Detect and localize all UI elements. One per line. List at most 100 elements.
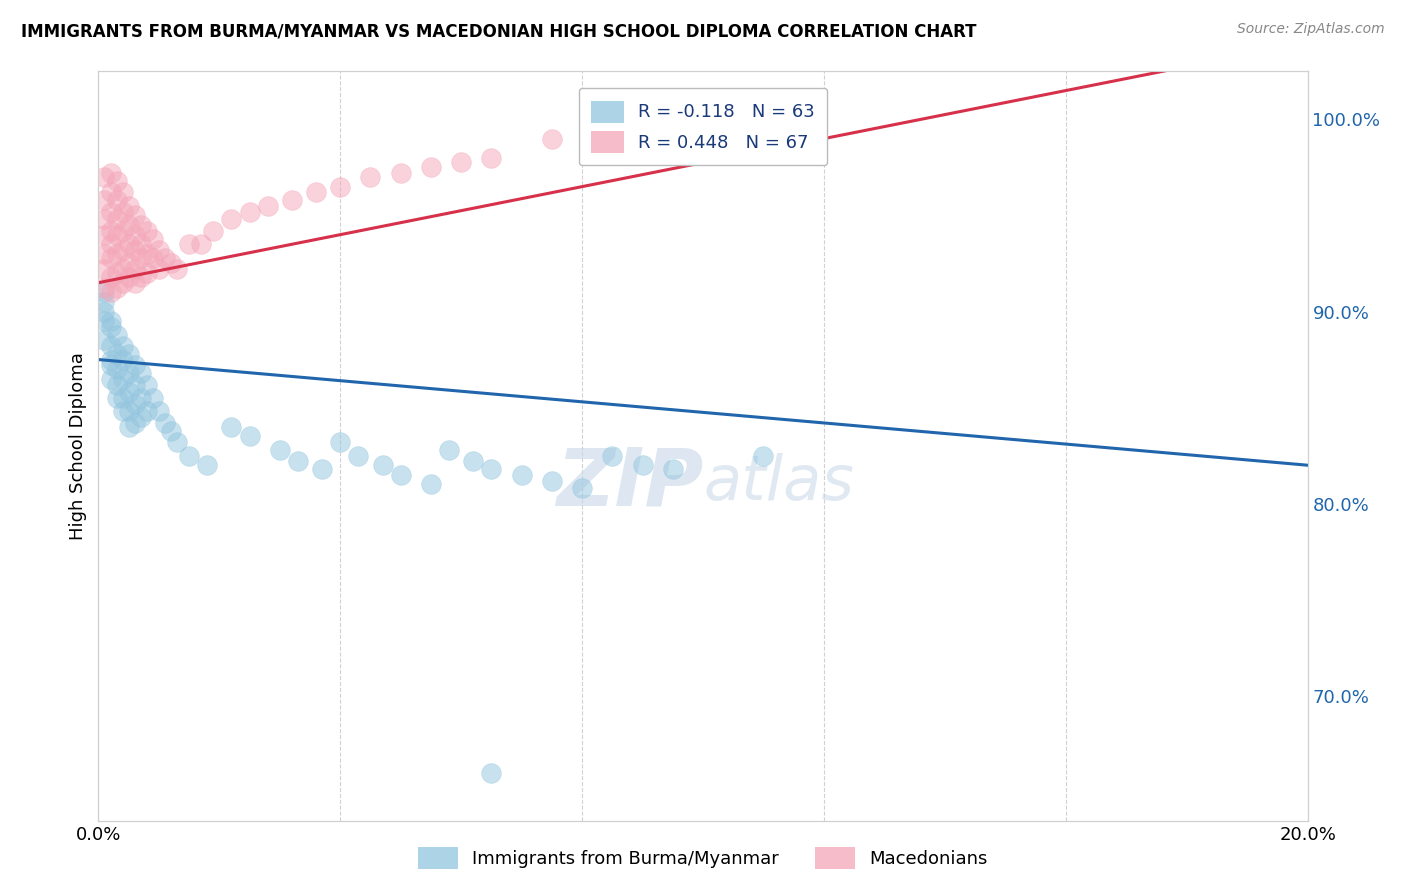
Point: [166, 435, 188, 450]
Text: Source: ZipAtlas.com: Source: ZipAtlas.com: [1237, 22, 1385, 37]
Point: [111, 243, 134, 257]
Point: [93, 334, 115, 348]
Point: [118, 419, 141, 434]
Point: [360, 169, 382, 184]
Point: [202, 224, 225, 238]
Point: [105, 212, 128, 227]
Point: [124, 209, 146, 223]
Point: [93, 285, 115, 300]
Point: [481, 765, 503, 780]
Point: [93, 169, 115, 184]
Point: [129, 410, 152, 425]
Point: [100, 285, 122, 300]
Point: [105, 347, 128, 361]
Point: [100, 339, 122, 353]
Point: [100, 359, 122, 373]
Point: [111, 224, 134, 238]
Point: [135, 224, 157, 238]
Point: [287, 454, 309, 468]
Point: [93, 314, 115, 328]
Point: [148, 404, 170, 418]
Y-axis label: High School Diploma: High School Diploma: [69, 352, 87, 540]
Point: [118, 366, 141, 380]
Point: [752, 449, 775, 463]
Point: [124, 377, 146, 392]
Point: [105, 247, 128, 261]
Point: [329, 179, 352, 194]
Point: [129, 269, 152, 284]
Point: [239, 204, 262, 219]
Point: [100, 166, 122, 180]
Point: [124, 416, 146, 430]
Point: [179, 449, 201, 463]
Point: [437, 442, 460, 457]
Point: [118, 256, 141, 270]
Point: [124, 243, 146, 257]
Point: [153, 416, 176, 430]
Point: [305, 186, 328, 200]
Point: [118, 404, 141, 418]
Text: ZIP: ZIP: [555, 444, 703, 523]
Point: [111, 276, 134, 290]
Point: [129, 218, 152, 232]
Point: [239, 429, 262, 443]
Point: [540, 474, 562, 488]
Point: [93, 193, 115, 207]
Point: [100, 204, 122, 219]
Point: [100, 251, 122, 265]
Point: [100, 269, 122, 284]
Point: [100, 352, 122, 367]
Point: [481, 151, 503, 165]
Point: [105, 391, 128, 405]
Point: [118, 237, 141, 252]
Point: [311, 462, 333, 476]
Point: [129, 366, 152, 380]
Point: [124, 397, 146, 411]
Point: [420, 161, 443, 175]
Point: [160, 424, 183, 438]
Point: [135, 266, 157, 280]
Point: [100, 372, 122, 386]
Legend: Immigrants from Burma/Myanmar, Macedonians: Immigrants from Burma/Myanmar, Macedonia…: [409, 838, 997, 879]
Point: [100, 319, 122, 334]
Point: [135, 377, 157, 392]
Point: [329, 435, 352, 450]
Point: [420, 477, 443, 491]
Point: [105, 327, 128, 342]
Legend: R = -0.118   N = 63, R = 0.448   N = 67: R = -0.118 N = 63, R = 0.448 N = 67: [578, 88, 828, 165]
Point: [105, 193, 128, 207]
Point: [111, 262, 134, 277]
Point: [481, 462, 503, 476]
Point: [190, 237, 212, 252]
Point: [129, 237, 152, 252]
Point: [129, 391, 152, 405]
Point: [450, 154, 472, 169]
Point: [100, 186, 122, 200]
Point: [148, 262, 170, 277]
Point: [124, 276, 146, 290]
Point: [105, 281, 128, 295]
Point: [463, 454, 485, 468]
Point: [256, 199, 278, 213]
Point: [221, 419, 243, 434]
Point: [100, 237, 122, 252]
Point: [105, 227, 128, 242]
Point: [111, 339, 134, 353]
Point: [135, 404, 157, 418]
Point: [135, 247, 157, 261]
Point: [661, 462, 683, 476]
Point: [124, 359, 146, 373]
Point: [111, 352, 134, 367]
Point: [571, 481, 593, 495]
Point: [93, 304, 115, 318]
Point: [124, 262, 146, 277]
Point: [118, 199, 141, 213]
Point: [93, 294, 115, 309]
Point: [281, 193, 304, 207]
Point: [269, 442, 291, 457]
Point: [166, 262, 188, 277]
Point: [118, 347, 141, 361]
Point: [389, 166, 412, 180]
Point: [100, 314, 122, 328]
Point: [111, 391, 134, 405]
